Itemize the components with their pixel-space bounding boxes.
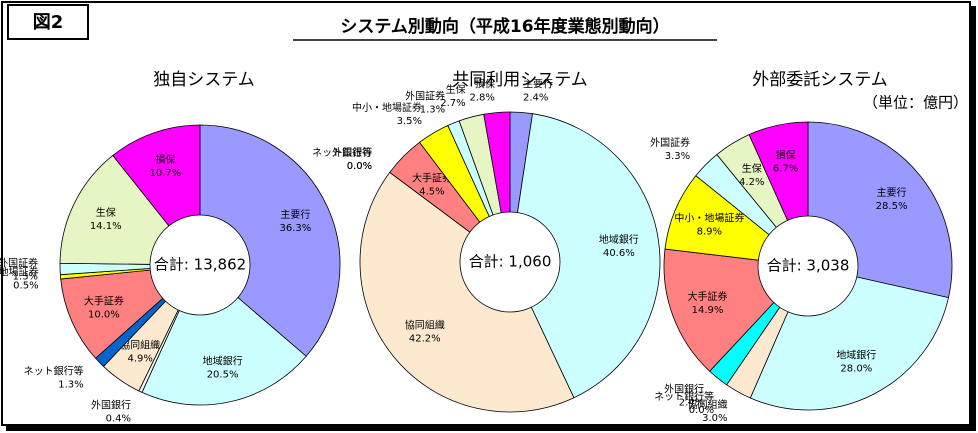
slice-value: 2.8% [469, 93, 494, 104]
slice-value: 8.9% [697, 227, 722, 238]
slice-value: 0.0% [347, 161, 372, 172]
slice [509, 113, 661, 399]
slice-name: 協同組織 [687, 398, 727, 411]
slice-name: 損保 [776, 148, 796, 161]
slice-name: 外国証券 [650, 136, 690, 149]
slice [359, 171, 575, 413]
chart-title: 共同利用システム [452, 70, 588, 90]
slice-name: 主要行 [280, 208, 310, 221]
slice-name: 中小・地場証券 [0, 266, 39, 279]
slice-name: 地域銀行 [599, 233, 639, 246]
slice-name: 主要行 [877, 186, 907, 199]
slice-name: 地域銀行 [836, 348, 876, 361]
slice-value: 2.4% [523, 92, 548, 103]
slice-value: 3.0% [702, 413, 727, 424]
slice-name: 協同組織 [120, 338, 160, 351]
slice-name: 大手証券 [412, 171, 452, 184]
center-label: 合計: 13,862 [154, 256, 246, 274]
chart-title: 独自システム [153, 70, 255, 90]
slice-value: 36.3% [280, 223, 312, 234]
slice-value: 0.4% [106, 414, 131, 425]
slice-name: 生保 [742, 162, 762, 175]
slice-name: ネット銀行等 [24, 365, 84, 378]
center-label: 合計: 3,038 [767, 257, 850, 275]
donut-hole [149, 214, 251, 316]
slice-name: 大手証券 [688, 290, 728, 303]
slice-value: 28.5% [876, 201, 908, 212]
slice-value: 1.3% [58, 380, 83, 391]
slice-value: 2.7% [440, 98, 465, 109]
slice-value: 14.1% [90, 221, 122, 232]
slice-name: 外国証券 [405, 90, 445, 103]
slice-value: 4.2% [739, 177, 764, 188]
slice-name: 中小・地場証券 [352, 101, 422, 114]
slice-value: 20.5% [207, 370, 239, 381]
slice-name: 外国銀行 [332, 146, 372, 159]
chart-title: 外部委託システム [752, 70, 888, 90]
slice-value: 10.0% [88, 309, 120, 320]
slice-name: 生保 [446, 83, 466, 96]
slice-name: 外国銀行 [664, 382, 704, 395]
unit-label: （単位：億円） [863, 94, 968, 112]
donut-hole [459, 211, 561, 313]
slice-name: 生保 [96, 206, 116, 219]
slice-value: 40.6% [603, 248, 635, 259]
slice-name: 損保 [475, 78, 495, 91]
slice-value: 0.0% [689, 405, 714, 416]
slice-name: 外国証券 [0, 257, 38, 270]
slice-name: 主要行 [523, 77, 553, 90]
slice-name: ネット銀行等 [312, 146, 372, 159]
center-label: 合計: 1,060 [469, 253, 552, 271]
slice-name: 中小・地場証券 [674, 212, 744, 225]
slice [199, 124, 341, 357]
slice-value: 3.5% [397, 116, 422, 127]
slice-value: 0.5% [13, 281, 38, 292]
slice-value: 3.3% [665, 151, 690, 162]
slice-value: 14.9% [692, 305, 724, 316]
main-title: システム別動向（平成16年度業態別動向） [340, 16, 669, 37]
slice-value: 0.0% [347, 161, 372, 172]
slice-value: 4.9% [127, 353, 152, 364]
slice-value: 1.3% [420, 105, 445, 116]
slice-value: 1.3% [13, 272, 38, 283]
slice-value: 42.2% [409, 334, 441, 345]
donut-hole [757, 215, 859, 317]
slice [141, 264, 307, 406]
slice-name: 外国銀行 [91, 399, 131, 412]
slice-value: 28.0% [840, 363, 872, 374]
slice-name: ネット銀行等 [654, 390, 714, 403]
slice-name: 協同組織 [405, 319, 445, 332]
slice-value: 4.5% [419, 186, 444, 197]
slice-value: 10.7% [149, 168, 181, 179]
figure-label: 図2 [33, 12, 64, 33]
slice-name: 地域銀行 [203, 355, 243, 368]
slice-value: 2.4% [679, 397, 704, 408]
figure-label-box [7, 4, 89, 40]
slice-name: 損保 [155, 153, 175, 166]
slice-name: 大手証券 [84, 294, 124, 307]
slice-value: 6.7% [773, 163, 798, 174]
